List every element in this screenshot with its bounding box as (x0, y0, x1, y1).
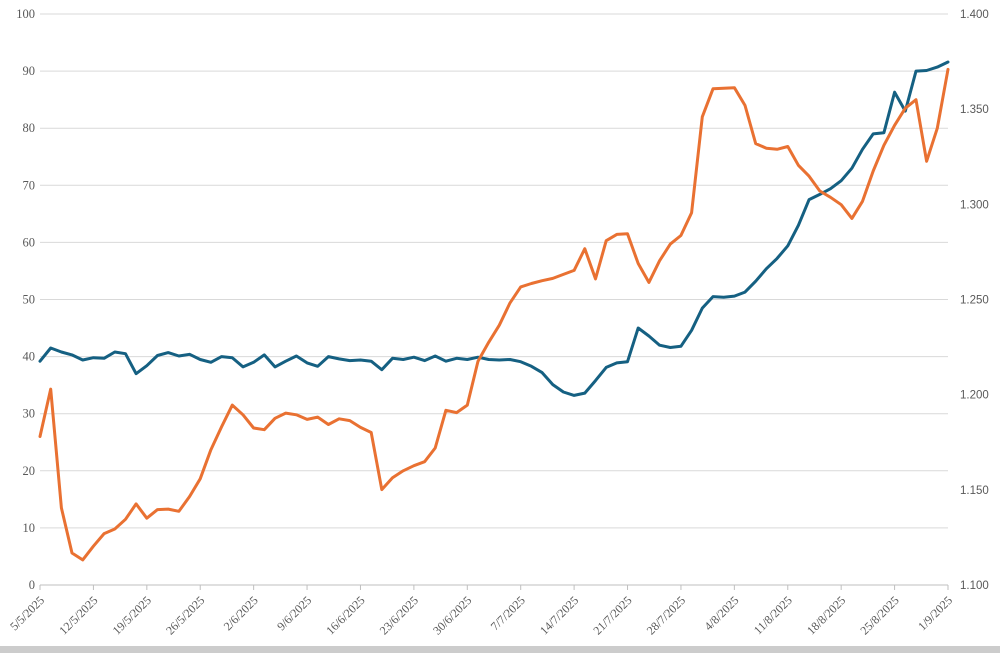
left-axis-label: 10 (23, 521, 36, 535)
left-axis-label: 90 (23, 64, 36, 78)
x-axis-date-label: 12/5/2025 (56, 593, 100, 637)
left-axis-label: 60 (23, 235, 36, 249)
x-axis-date-label: 11/8/2025 (751, 593, 795, 637)
right-axis-label: 1.300 (960, 199, 989, 211)
right-axis-label: 1.250 (960, 295, 989, 307)
left-axis-label: 20 (23, 464, 36, 478)
x-axis-date-label: 18/8/2025 (804, 593, 848, 637)
x-axis-date-label: 9/6/2025 (274, 593, 314, 633)
right-axis-label: 1.200 (960, 390, 989, 402)
right-axis-label: 1.350 (960, 104, 989, 116)
x-axis-date-label: 23/6/2025 (377, 593, 421, 637)
x-axis-date-label: 5/5/2025 (7, 593, 47, 633)
x-axis-date-label: 14/7/2025 (537, 593, 581, 637)
left-axis-label: 30 (23, 407, 36, 421)
left-axis-label: 70 (23, 178, 36, 192)
x-axis-date-label: 16/6/2025 (323, 593, 367, 637)
window-bottom-edge (0, 646, 1000, 653)
left-axis-label: 80 (23, 121, 36, 135)
left-axis-label: 50 (23, 293, 36, 307)
left-axis-label: 40 (23, 350, 36, 364)
right-axis-label: 1.100 (960, 580, 989, 592)
x-axis-date-label: 2/6/2025 (221, 593, 261, 633)
x-axis-date-label: 25/8/2025 (857, 593, 901, 637)
x-axis-date-label: 19/5/2025 (110, 593, 154, 637)
x-axis-date-label: 30/6/2025 (430, 593, 474, 637)
left-axis-label: 100 (16, 7, 35, 21)
blue-series-secondary-axis (38, 60, 950, 397)
orange-series-primary-axis (38, 67, 950, 562)
x-axis-date-label: 4/8/2025 (701, 593, 741, 633)
x-axis-date-label: 28/7/2025 (644, 593, 688, 637)
right-axis-label: 1.150 (960, 485, 989, 497)
left-axis-label: 0 (29, 578, 35, 592)
x-axis-date-label: 26/5/2025 (163, 593, 207, 637)
x-axis-date-label: 21/7/2025 (590, 593, 634, 637)
right-axis-label: 1.400 (960, 9, 989, 21)
x-axis-date-label: 7/7/2025 (488, 593, 528, 633)
x-axis-date-label: 1/9/2025 (915, 593, 955, 633)
